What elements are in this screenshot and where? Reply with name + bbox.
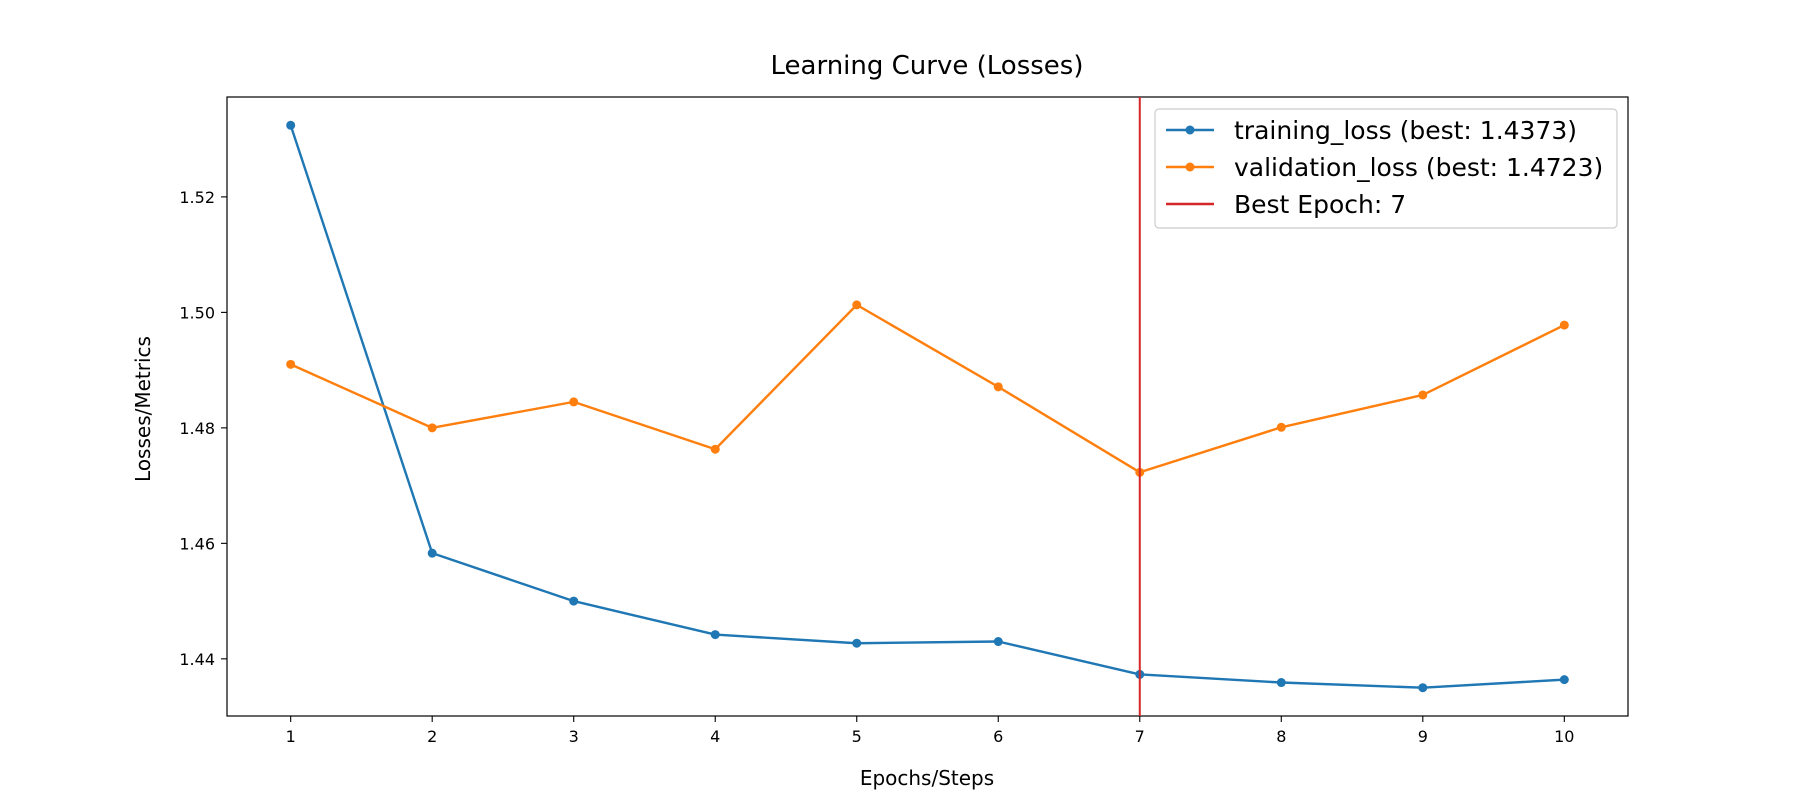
- data-point: [1559, 675, 1569, 685]
- data-point: [1276, 422, 1286, 432]
- data-point: [710, 444, 720, 454]
- data-point: [852, 638, 862, 648]
- y-axis-label: Losses/Metrics: [131, 336, 155, 482]
- plot-area: 1 2 3 4 5 6 7 8 9 10 1.44 1.46 1.48 1.50 1.52: [179, 96, 1629, 746]
- x-axis-label: Epochs/Steps: [860, 766, 994, 790]
- data-point: [569, 397, 579, 407]
- legend-label: training_loss (best: 1.4373): [1234, 116, 1577, 145]
- y-tick-label: 1.46: [179, 534, 215, 553]
- x-tick-label: 8: [1276, 727, 1286, 746]
- data-point: [993, 637, 1003, 647]
- legend: training_loss (best: 1.4373) validation_l…: [1154, 108, 1618, 229]
- series-line-2: [290, 303, 1565, 474]
- data-point: [569, 596, 579, 606]
- data-point: [852, 300, 862, 310]
- data-point: [1559, 320, 1569, 330]
- y-tick-label: 1.52: [179, 188, 215, 207]
- data-point: [1418, 683, 1428, 693]
- y-tick-label: 1.50: [179, 303, 215, 322]
- data-point: [1418, 390, 1428, 400]
- data-point: [427, 423, 437, 433]
- x-tick-label: 7: [1135, 727, 1145, 746]
- data-point: [286, 120, 296, 130]
- x-tick-label: 9: [1418, 727, 1428, 746]
- data-point: [993, 382, 1003, 392]
- x-tick-label: 3: [569, 727, 579, 746]
- plot-frame: [226, 96, 1629, 717]
- x-tick-label: 10: [1554, 727, 1574, 746]
- data-point: [427, 548, 437, 558]
- data-point: [1276, 678, 1286, 688]
- legend-swatch-marker: [1185, 162, 1195, 172]
- x-tick-label: 4: [710, 727, 720, 746]
- x-tick-label: 1: [286, 727, 296, 746]
- data-point: [710, 630, 720, 640]
- x-tick-label: 2: [427, 727, 437, 746]
- x-tick-label: 6: [993, 727, 1003, 746]
- legend-swatch-marker: [1185, 125, 1195, 135]
- legend-box: [1154, 108, 1618, 229]
- y-tick-label: 1.44: [179, 650, 215, 669]
- legend-label: validation_loss (best: 1.4723): [1234, 153, 1603, 182]
- y-tick-label: 1.48: [179, 419, 215, 438]
- data-point: [286, 359, 296, 369]
- x-tick-label: 5: [852, 727, 862, 746]
- chart-title: Learning Curve (Losses): [771, 51, 1084, 81]
- legend-label: Best Epoch: 7: [1234, 190, 1406, 219]
- series-line-1: [289, 124, 1565, 689]
